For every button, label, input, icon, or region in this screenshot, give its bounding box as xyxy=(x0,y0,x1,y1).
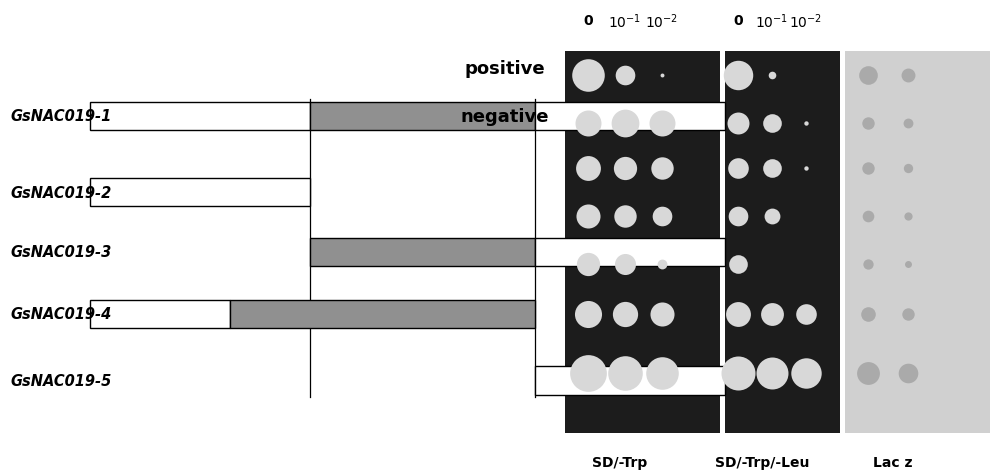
Point xyxy=(654,310,670,318)
Bar xyxy=(230,300,535,328)
Point xyxy=(617,310,633,318)
Point xyxy=(730,370,746,377)
Point xyxy=(580,120,596,128)
Text: GsNAC019-5: GsNAC019-5 xyxy=(10,373,111,388)
Point xyxy=(764,120,780,128)
Point xyxy=(860,370,876,377)
Bar xyxy=(310,238,535,267)
Text: SD/-Trp: SD/-Trp xyxy=(592,455,648,469)
Bar xyxy=(90,178,310,207)
Bar xyxy=(535,367,725,395)
Bar xyxy=(845,52,990,433)
Point xyxy=(730,213,746,220)
Point xyxy=(764,310,780,318)
Point xyxy=(860,213,876,220)
Point xyxy=(764,370,780,377)
Point xyxy=(730,260,746,268)
Text: Lac z: Lac z xyxy=(873,455,913,469)
Bar xyxy=(535,238,725,267)
Bar xyxy=(565,52,720,433)
Point xyxy=(730,310,746,318)
Point xyxy=(900,213,916,220)
Point xyxy=(764,72,780,80)
Point xyxy=(900,120,916,128)
Point xyxy=(764,213,780,220)
Point xyxy=(900,260,916,268)
Text: $10^{-2}$: $10^{-2}$ xyxy=(789,12,823,30)
Point xyxy=(764,165,780,173)
Text: GsNAC019-1: GsNAC019-1 xyxy=(10,109,111,124)
Point xyxy=(617,370,633,377)
Point xyxy=(798,310,814,318)
Point xyxy=(654,213,670,220)
Text: $10^{-1}$: $10^{-1}$ xyxy=(755,12,789,30)
Point xyxy=(798,370,814,377)
Point xyxy=(617,260,633,268)
Point xyxy=(654,370,670,377)
Text: 0: 0 xyxy=(583,14,593,29)
Text: $10^{-2}$: $10^{-2}$ xyxy=(645,12,679,30)
Point xyxy=(730,120,746,128)
Bar xyxy=(535,102,725,131)
Point xyxy=(617,213,633,220)
Text: negative: negative xyxy=(461,108,549,126)
Text: $10^{-1}$: $10^{-1}$ xyxy=(608,12,642,30)
Point xyxy=(860,120,876,128)
Point xyxy=(900,72,916,80)
Point xyxy=(617,120,633,128)
Point xyxy=(798,165,814,173)
Point xyxy=(730,165,746,173)
Point xyxy=(860,72,876,80)
Point xyxy=(730,72,746,80)
Text: GsNAC019-3: GsNAC019-3 xyxy=(10,245,111,260)
Text: SD/-Trp/-Leu: SD/-Trp/-Leu xyxy=(715,455,809,469)
Text: GsNAC019-4: GsNAC019-4 xyxy=(10,307,111,322)
Point xyxy=(860,260,876,268)
Point xyxy=(580,72,596,80)
Point xyxy=(860,310,876,318)
Point xyxy=(654,72,670,80)
Point xyxy=(654,260,670,268)
Point xyxy=(900,165,916,173)
Text: GsNAC019-2: GsNAC019-2 xyxy=(10,185,111,200)
Point xyxy=(798,120,814,128)
Point xyxy=(617,72,633,80)
Point xyxy=(580,213,596,220)
Bar xyxy=(90,300,230,328)
Text: positive: positive xyxy=(465,60,545,78)
Point xyxy=(580,310,596,318)
Point xyxy=(654,120,670,128)
Bar xyxy=(310,102,535,131)
Point xyxy=(860,165,876,173)
Point xyxy=(900,310,916,318)
Point xyxy=(617,165,633,173)
Point xyxy=(580,165,596,173)
Text: 0: 0 xyxy=(733,14,743,29)
Point xyxy=(654,165,670,173)
Point xyxy=(900,370,916,377)
Bar xyxy=(725,52,840,433)
Point xyxy=(580,260,596,268)
Bar xyxy=(90,102,310,131)
Point xyxy=(580,370,596,377)
